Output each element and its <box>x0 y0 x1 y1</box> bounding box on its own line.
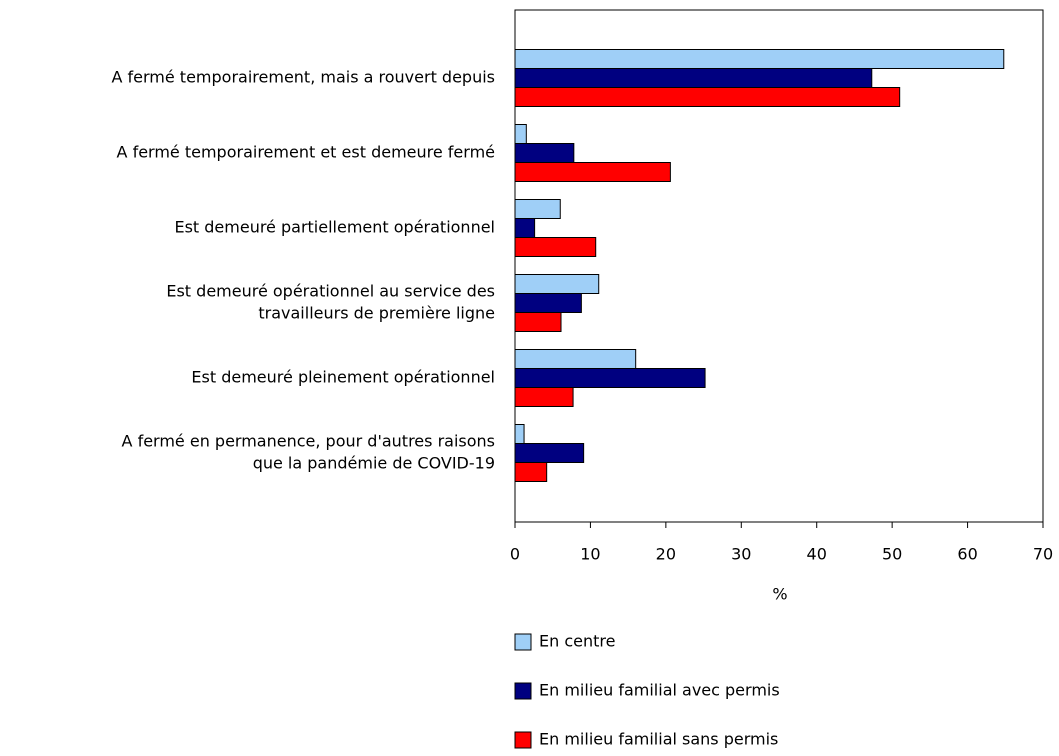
y-tick-label: Est demeuré pleinement opérationnel <box>191 368 495 387</box>
bar <box>514 387 574 407</box>
bar <box>514 237 597 257</box>
plot-frame <box>514 9 1044 523</box>
legend-label: En centre <box>539 632 615 651</box>
bar <box>514 274 600 294</box>
legend-swatch <box>514 682 532 700</box>
bar <box>514 462 548 482</box>
legend-label: En milieu familial avec permis <box>539 681 780 700</box>
legend-label: En milieu familial sans permis <box>539 730 778 749</box>
y-tick-label: que la pandémie de COVID-19 <box>253 454 495 473</box>
legend-swatch <box>514 633 532 651</box>
bar <box>514 199 561 219</box>
y-tick-label: A fermé en permanence, pour d'autres rai… <box>122 432 495 451</box>
x-axis-label: % <box>772 585 787 604</box>
y-tick-label: A fermé temporairement, mais a rouvert d… <box>111 68 495 87</box>
bar <box>514 349 637 369</box>
bar <box>514 124 527 144</box>
bar <box>514 368 706 388</box>
x-tick-label: 70 <box>1033 545 1053 564</box>
bar <box>514 87 901 107</box>
x-tick-label: 40 <box>807 545 827 564</box>
bar <box>514 143 575 163</box>
y-tick-label: A fermé temporairement et est demeure fe… <box>117 143 495 162</box>
y-tick-label: Est demeuré opérationnel au service des <box>166 282 495 301</box>
x-tick-label: 20 <box>656 545 676 564</box>
bar <box>514 293 582 313</box>
bar <box>514 443 585 463</box>
bar <box>514 68 873 88</box>
bar <box>514 162 671 182</box>
bar <box>514 49 1005 69</box>
x-tick-label: 50 <box>882 545 902 564</box>
bar <box>514 424 525 444</box>
x-tick-label: 30 <box>731 545 751 564</box>
x-tick-label: 0 <box>510 545 520 564</box>
x-tick-label: 10 <box>580 545 600 564</box>
legend-swatch <box>514 731 532 749</box>
bar <box>514 218 536 238</box>
x-tick-label: 60 <box>957 545 977 564</box>
y-tick-label: Est demeuré partiellement opérationnel <box>174 218 495 237</box>
bar <box>514 312 562 332</box>
y-tick-label: travailleurs de première ligne <box>258 304 495 323</box>
